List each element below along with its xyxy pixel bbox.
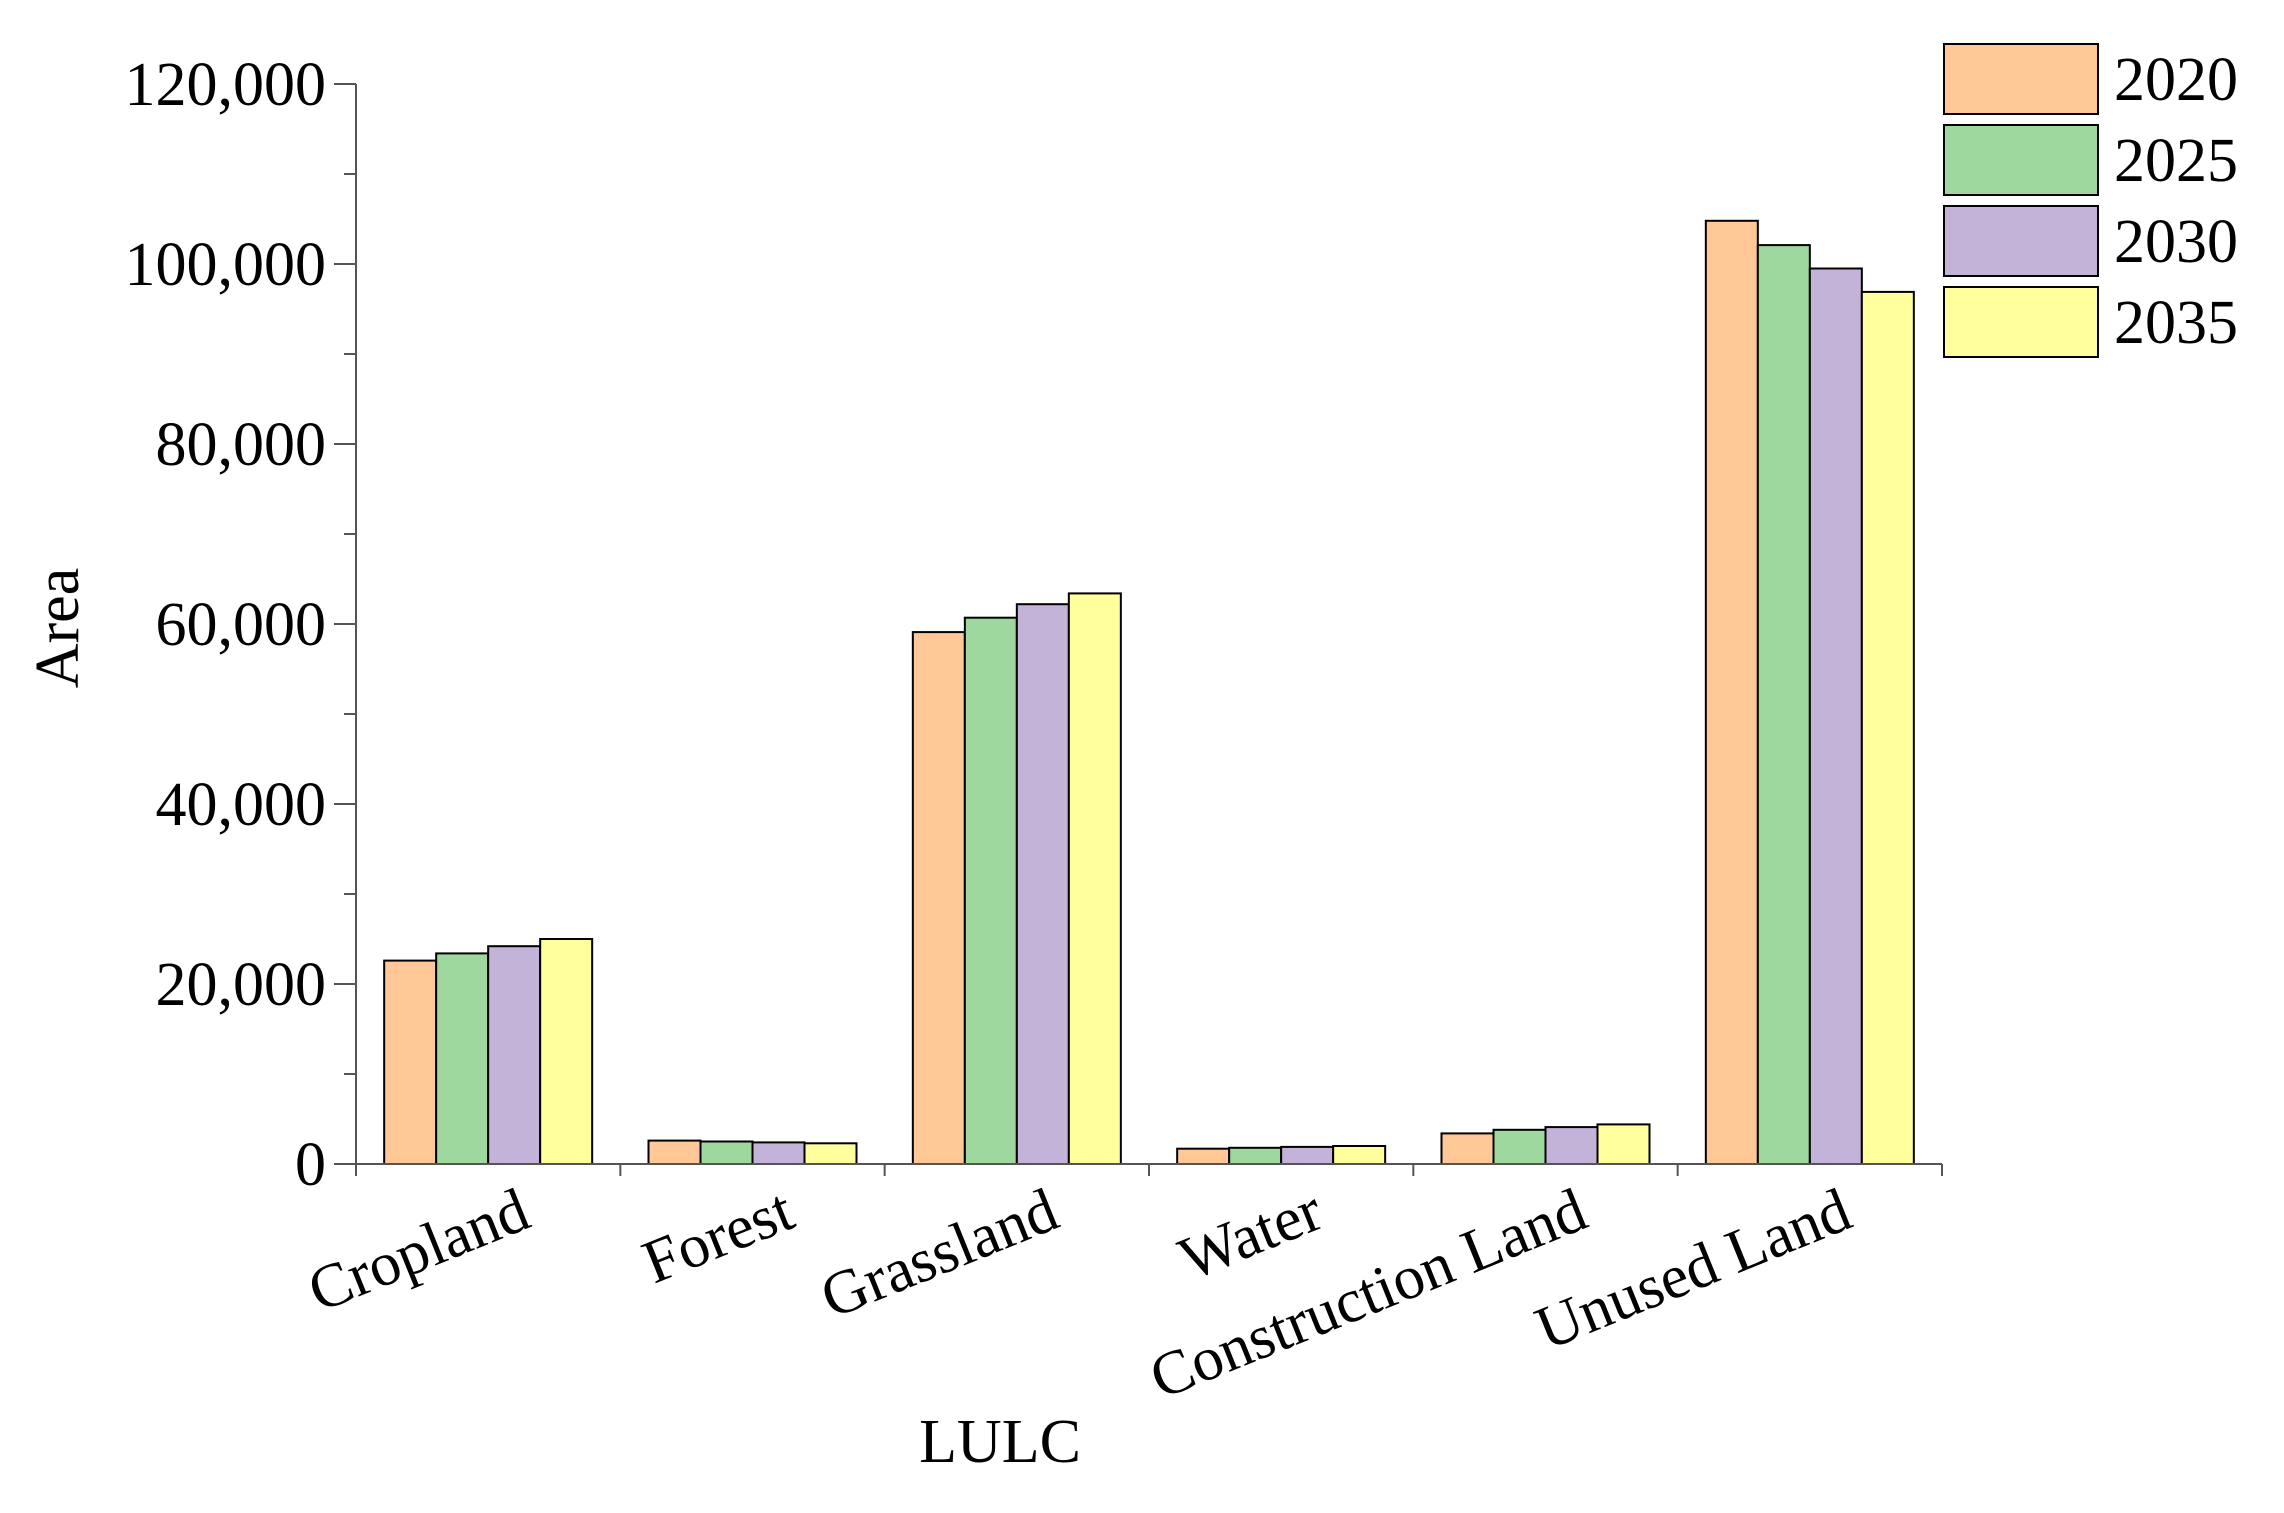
y-axis-title: Area <box>24 568 92 688</box>
bar-cropland-2025 <box>435 952 490 1166</box>
x-category-label: Construction Land <box>1141 1176 1596 1413</box>
bar-grassland-2020 <box>911 631 966 1165</box>
y-ticks-group: 0 20,000 40,000 60,000 80,000 100,000 120,000 <box>125 51 356 1199</box>
bar-cropland-2035 <box>539 938 594 1165</box>
bar-cropland-2030 <box>487 945 542 1166</box>
bar-construction-land-2030 <box>1544 1126 1599 1165</box>
bar-construction-land-2035 <box>1596 1123 1651 1166</box>
legend-label-2030: 2030 <box>2114 208 2238 276</box>
y-tick-label: 100,000 <box>125 231 327 299</box>
bar-construction-land-2020 <box>1440 1132 1495 1166</box>
y-tick-label: 40,000 <box>156 771 327 839</box>
bar-construction-land-2025 <box>1492 1128 1547 1166</box>
y-tick-label: 60,000 <box>156 591 327 659</box>
bar-unused-land-2020 <box>1704 219 1759 1166</box>
x-category-label: Grassland <box>812 1176 1067 1332</box>
legend-label-2020: 2020 <box>2114 46 2238 114</box>
bar-unused-land-2025 <box>1756 244 1811 1166</box>
bar-cropland-2020 <box>383 959 438 1165</box>
bar-forest-2025 <box>699 1140 754 1165</box>
legend-swatch-2025 <box>1943 124 2099 196</box>
y-tick-label: 20,000 <box>156 951 327 1019</box>
bar-unused-land-2035 <box>1860 290 1915 1165</box>
x-category-label: Cropland <box>299 1176 538 1325</box>
y-tick-label: 80,000 <box>156 411 327 479</box>
bar-water-2020 <box>1176 1147 1231 1165</box>
y-tick-label: 120,000 <box>125 51 327 119</box>
legend-swatch-2030 <box>1943 205 2099 277</box>
bar-grassland-2035 <box>1067 592 1122 1165</box>
bar-water-2025 <box>1228 1146 1283 1166</box>
x-labels-group: Cropland Forest Grassland WaterConstruction… <box>299 1176 1860 1413</box>
legend: 2020 2025 2030 2035 <box>1943 43 2238 358</box>
x-category-label: Forest <box>634 1176 803 1297</box>
bars-group <box>383 219 1915 1166</box>
x-category-label: Water <box>1170 1176 1332 1294</box>
bar-forest-2035 <box>803 1142 858 1166</box>
y-tick-label: 0 <box>295 1131 326 1199</box>
bar-grassland-2030 <box>1015 603 1070 1165</box>
axes-group <box>355 84 1943 1176</box>
bar-forest-2020 <box>647 1139 702 1165</box>
legend-label-2025: 2025 <box>2114 127 2238 195</box>
legend-label-2035: 2035 <box>2114 289 2238 357</box>
bar-water-2035 <box>1332 1145 1387 1165</box>
x-axis-title: LULC <box>919 1408 1081 1476</box>
bar-unused-land-2030 <box>1808 267 1863 1165</box>
legend-swatch-2035 <box>1943 286 2099 358</box>
bar-forest-2030 <box>751 1141 806 1166</box>
bar-grassland-2025 <box>963 616 1018 1165</box>
bar-water-2030 <box>1280 1145 1335 1166</box>
legend-swatch-2020 <box>1943 43 2099 115</box>
